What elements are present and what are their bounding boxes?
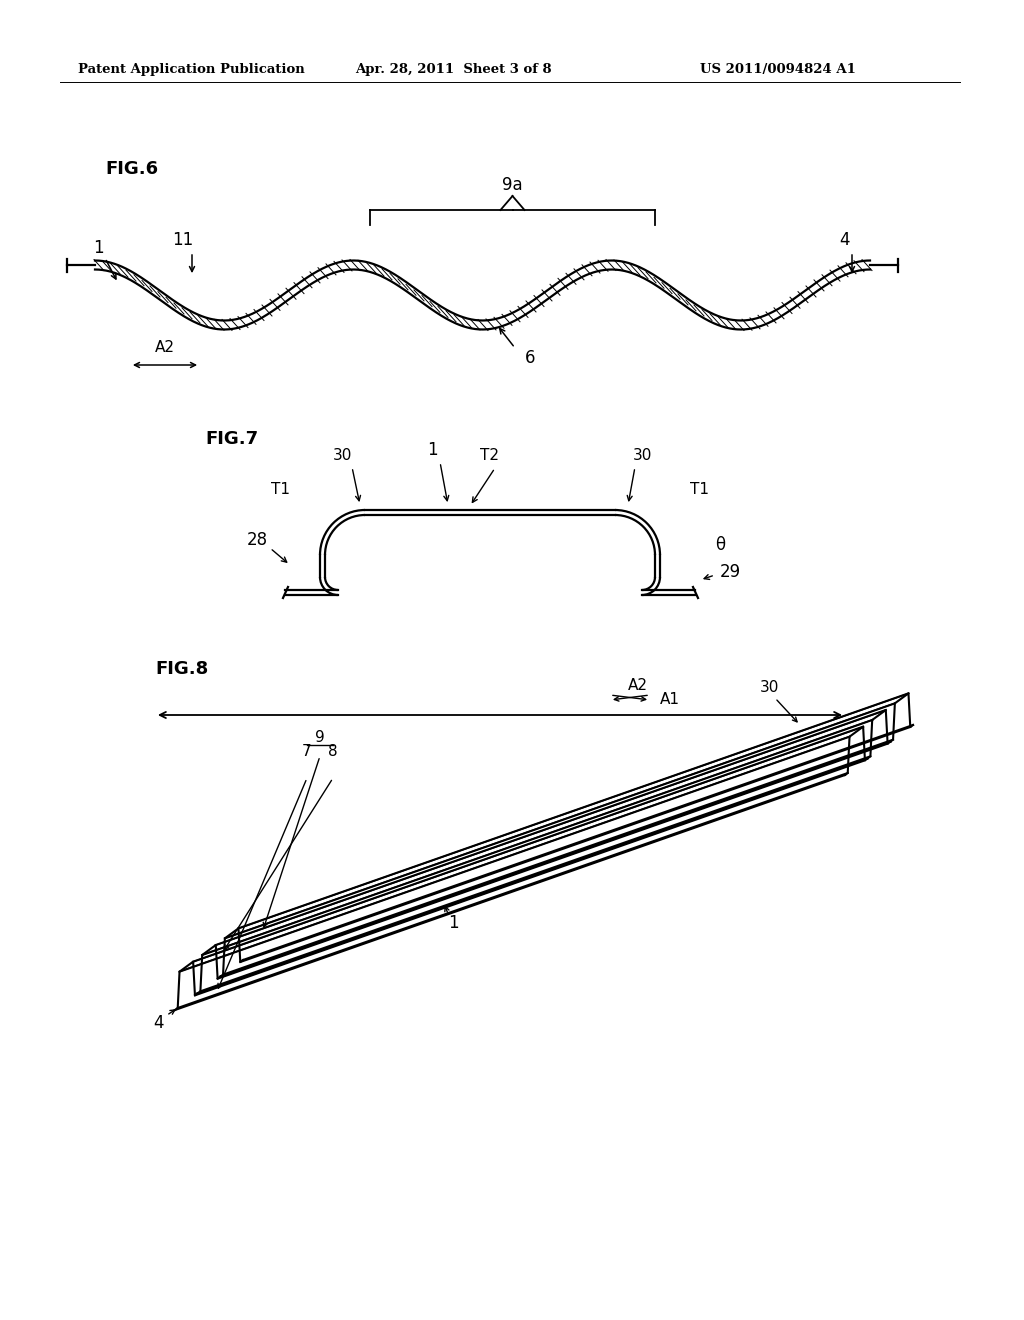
Text: θ: θ <box>715 536 725 554</box>
Text: 9a: 9a <box>502 176 523 194</box>
Text: 29: 29 <box>720 564 741 581</box>
Text: 4: 4 <box>840 231 850 249</box>
Text: T2: T2 <box>480 447 500 462</box>
Text: A2: A2 <box>155 341 175 355</box>
Text: 8: 8 <box>328 744 338 759</box>
Text: 1: 1 <box>93 239 103 257</box>
Text: US 2011/0094824 A1: US 2011/0094824 A1 <box>700 63 856 77</box>
Text: 30: 30 <box>760 681 779 696</box>
Text: 11: 11 <box>172 231 194 249</box>
Text: A2: A2 <box>628 677 648 693</box>
Text: 6: 6 <box>524 348 536 367</box>
Text: 30: 30 <box>333 447 351 462</box>
Text: 4: 4 <box>154 1014 164 1031</box>
Text: T1: T1 <box>271 483 290 498</box>
Text: 28: 28 <box>247 531 267 549</box>
Text: A1: A1 <box>660 693 680 708</box>
Polygon shape <box>95 260 870 330</box>
Text: Patent Application Publication: Patent Application Publication <box>78 63 305 77</box>
Text: FIG.7: FIG.7 <box>205 430 258 447</box>
Text: 1: 1 <box>427 441 437 459</box>
Text: 1: 1 <box>449 913 459 932</box>
Text: 9: 9 <box>315 730 325 746</box>
Text: FIG.8: FIG.8 <box>155 660 208 678</box>
Text: 7: 7 <box>302 744 312 759</box>
Text: Apr. 28, 2011  Sheet 3 of 8: Apr. 28, 2011 Sheet 3 of 8 <box>355 63 552 77</box>
Text: 30: 30 <box>632 447 651 462</box>
Text: T1: T1 <box>690 483 709 498</box>
Text: FIG.6: FIG.6 <box>105 160 158 178</box>
